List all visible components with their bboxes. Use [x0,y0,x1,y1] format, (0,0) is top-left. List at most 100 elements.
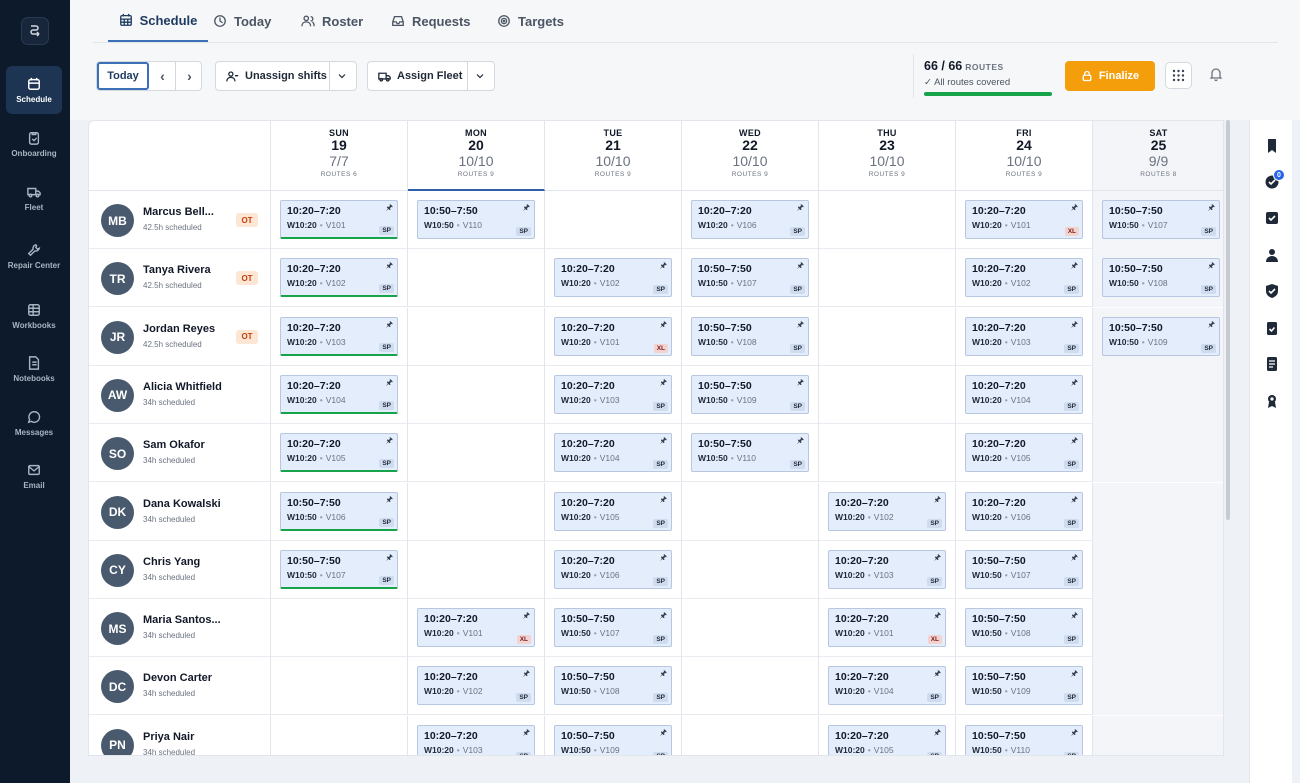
pin-icon[interactable]: 🖈 [1070,203,1078,212]
today-button[interactable]: Today [97,62,149,90]
pin-icon[interactable]: 🖈 [659,552,667,562]
day-cell[interactable] [682,482,819,541]
day-cell[interactable]: 10:50–7:50 W10:50 • V108 🖈 SP [1093,249,1223,308]
day-cell[interactable]: 10:50–7:50 W10:50•V110 🖈 SP [408,191,545,249]
pin-icon[interactable]: 🖈 [933,669,941,679]
day-cell[interactable] [1093,540,1223,599]
nav-messages[interactable]: Messages [6,399,62,447]
pin-icon[interactable]: 🖈 [933,727,941,737]
day-cell[interactable]: 10:20–7:20 W10:20 • V101 🖈 SP [271,191,408,249]
day-header-sun[interactable]: SUN 19 7/7 ROUTES 6 [271,121,408,191]
shift-card[interactable]: 10:20–7:20 W10:20 • V102 🖈 SP [965,258,1083,298]
pin-icon[interactable]: 🖈 [522,203,530,212]
day-cell[interactable]: 10:50–7:50 W10:50 • V108 🖈 SP [956,599,1093,658]
pin-icon[interactable]: 🖈 [1070,319,1078,329]
pin-icon[interactable]: 🖈 [1070,669,1078,679]
day-cell[interactable] [819,191,956,249]
chevron-down-icon[interactable] [474,70,486,82]
shift-card[interactable]: 10:50–7:50 W10:50 • V107 🖈 SP [554,608,672,648]
shift-card[interactable]: 10:20–7:20 W10:20 • V106 🖈 SP [965,491,1083,531]
day-cell[interactable] [819,424,956,483]
chevron-down-icon[interactable] [336,70,348,82]
day-header-fri[interactable]: FRI 24 10/10 ROUTES 9 [956,121,1093,191]
pin-icon[interactable]: 🖈 [659,669,667,679]
shift-card[interactable]: 10:20–7:20 W10:20 • V102 🖈 SP [417,666,535,706]
day-cell[interactable]: 10:20–7:20 W10:20 • V106 🖈 SP [956,482,1093,541]
day-cell[interactable] [1093,365,1223,424]
day-cell[interactable]: 10:20–7:20 W10:20•V105 🖈 SP [819,715,956,755]
day-cell[interactable]: 10:50–7:50 W10:50•V109 🖈 SP [682,365,819,424]
tab-schedule[interactable]: Schedule [108,0,208,42]
shift-card[interactable]: 10:50–7:50 W10:50 • V108 🖈 SP [691,316,809,356]
tab-requests[interactable]: Requests [391,0,471,42]
tab-today[interactable]: Today [213,0,271,42]
day-header-mon[interactable]: MON 20 10/10 ROUTES 9 [408,121,545,191]
day-cell[interactable]: 10:20–7:20 W10:20 • V102 🖈 SP [408,657,545,716]
shift-card[interactable]: 10:20–7:20 W10:20•V105 🖈 SP [554,491,672,531]
day-cell[interactable]: 10:20–7:20 W10:20•V103 🖈 SP [271,307,408,366]
pin-icon[interactable]: 🖈 [933,611,941,621]
grid-scrollbar[interactable] [1226,120,1230,520]
tab-roster[interactable]: Roster [301,0,363,42]
shift-card[interactable]: 10:20–7:20 W10:20•V105 🖈 SP [965,433,1083,473]
day-cell[interactable] [408,307,545,366]
shift-card[interactable]: 10:20–7:20 W10:20•V103 🖈 SP [828,549,946,589]
shift-card[interactable]: 10:50–7:50 W10:50•V110 🖈 SP [965,724,1083,755]
prev-week-button[interactable]: ‹ [150,62,176,90]
pin-icon[interactable]: 🖈 [385,203,393,212]
day-cell[interactable] [682,715,819,755]
shift-card[interactable]: 10:50–7:50 W10:50 • V108 🖈 SP [965,608,1083,648]
bell-icon[interactable] [1208,66,1224,82]
day-cell[interactable] [682,599,819,658]
day-cell[interactable] [1093,482,1223,541]
day-cell[interactable] [271,715,408,755]
pin-icon[interactable]: 🖈 [522,611,530,621]
shift-card[interactable]: 10:50–7:50 W10:50•V110 🖈 SP [417,200,535,239]
day-cell[interactable] [408,482,545,541]
pin-icon[interactable]: 🖈 [1207,203,1215,212]
day-cell[interactable] [819,365,956,424]
shift-card[interactable]: 10:20–7:20 W10:20 • V104 🖈 SP [280,374,398,414]
day-cell[interactable]: 10:20–7:20 W10:20 • V106 🖈 SP [545,540,682,599]
day-cell[interactable]: 10:20–7:20 W10:20 • V101 🖈 XL [819,599,956,658]
day-cell[interactable]: 10:20–7:20 W10:20 • V102 🖈 SP [819,482,956,541]
day-cell[interactable]: 10:20–7:20 W10:20 • V104 🖈 SP [545,424,682,483]
day-cell[interactable]: 10:50–7:50 W10:50 • V108 🖈 SP [682,307,819,366]
shift-card[interactable]: 10:50–7:50 W10:50 • V107 🖈 SP [280,549,398,589]
nav-email[interactable]: Email [6,452,62,500]
shift-card[interactable]: 10:20–7:20 W10:20•V103 🖈 SP [965,316,1083,356]
shift-card[interactable]: 10:20–7:20 W10:20 • V101 🖈 XL [965,200,1083,239]
day-cell[interactable]: 10:50–7:50 W10:50 • V106 🖈 SP [271,482,408,541]
day-cell[interactable]: 10:20–7:20 W10:20 • V104 🖈 SP [819,657,956,716]
pin-icon[interactable]: 🖈 [1207,319,1215,329]
shift-card[interactable]: 10:20–7:20 W10:20 • V104 🖈 SP [828,666,946,706]
day-cell[interactable] [819,249,956,308]
day-cell[interactable]: 10:50–7:50 W10:50 • V107 🖈 SP [682,249,819,308]
day-cell[interactable]: 10:20–7:20 W10:20 • V101 🖈 XL [956,191,1093,249]
day-cell[interactable]: 10:20–7:20 W10:20 • V101 🖈 XL [408,599,545,658]
shift-card[interactable]: 10:50–7:50 W10:50•V109 🖈 SP [965,666,1083,706]
day-cell[interactable]: 10:50–7:50 W10:50•V110 🖈 SP [956,715,1093,755]
day-header-tue[interactable]: TUE 21 10/10 ROUTES 9 [545,121,682,191]
pin-icon[interactable]: 🖈 [1070,377,1078,387]
shift-card[interactable]: 10:50–7:50 W10:50 • V108 🖈 SP [554,666,672,706]
nav-schedule[interactable]: Schedule [6,66,62,114]
shift-card[interactable]: 10:50–7:50 W10:50•V109 🖈 SP [1102,316,1220,356]
bookmark-icon[interactable] [1264,138,1280,154]
shift-card[interactable]: 10:20–7:20 W10:20•V105 🖈 SP [828,724,946,755]
day-cell[interactable]: 10:20–7:20 W10:20•V105 🖈 SP [271,424,408,483]
employee-cell[interactable]: DK Dana Kowalski 34h scheduled [89,482,271,541]
employee-cell[interactable]: AW Alicia Whitfield 34h scheduled [89,365,271,424]
shift-card[interactable]: 10:50–7:50 W10:50 • V107 🖈 SP [691,258,809,298]
tab-targets[interactable]: Targets [497,0,564,42]
nav-onboarding[interactable]: Onboarding [6,120,62,168]
check-circle-icon[interactable]: 0 [1264,169,1285,190]
pin-icon[interactable]: 🖈 [522,727,530,737]
day-cell[interactable] [1093,599,1223,658]
day-cell[interactable] [682,657,819,716]
pin-icon[interactable]: 🖈 [659,611,667,621]
day-header-sat[interactable]: SAT 25 9/9 ROUTES 8 [1093,121,1223,191]
day-cell[interactable]: 10:20–7:20 W10:20 • V102 🖈 SP [956,249,1093,308]
shift-card[interactable]: 10:20–7:20 W10:20 • V101 🖈 XL [417,608,535,648]
pin-icon[interactable]: 🖈 [796,436,804,446]
